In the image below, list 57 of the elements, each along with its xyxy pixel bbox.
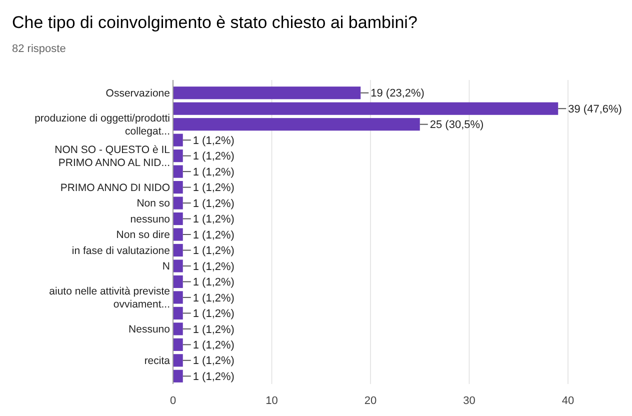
bar: [173, 180, 183, 194]
bar: [173, 244, 183, 257]
bar: [173, 150, 183, 162]
data-label: 1 (1,2%): [192, 198, 234, 210]
data-label: 25 (30,5%): [430, 119, 484, 132]
bar: [173, 165, 183, 178]
bar: [173, 291, 183, 304]
data-label: 1 (1,2%): [192, 134, 234, 147]
x-tick-label: 20: [364, 395, 377, 407]
data-label: 1 (1,2%): [192, 150, 234, 163]
bar: [173, 118, 420, 131]
data-label: 1 (1,2%): [192, 166, 234, 178]
bar: [173, 134, 183, 146]
data-label: 1 (1,2%): [192, 292, 234, 304]
y-tick-label: in fase di valutazione: [72, 244, 170, 257]
data-label: 1 (1,2%): [192, 340, 234, 352]
x-tick-label: 40: [562, 395, 574, 407]
bar: [173, 275, 183, 288]
x-tick-label: 0: [170, 395, 176, 407]
y-tick-label: Non so: [136, 198, 170, 210]
data-label: 1 (1,2%): [192, 308, 234, 320]
bar: [173, 354, 183, 367]
bar: [173, 86, 361, 100]
data-label: 1 (1,2%): [192, 260, 234, 273]
y-tick-label: nessuno: [130, 213, 170, 226]
data-label: 1 (1,2%): [192, 229, 234, 242]
y-tick-label: aiuto nelle attività previste ovviament...: [49, 286, 170, 311]
bar: [173, 322, 183, 336]
y-tick-label: Osservazione: [106, 88, 170, 100]
data-label: 19 (23,2%): [370, 88, 424, 100]
bar: [173, 212, 183, 226]
data-label: 1 (1,2%): [192, 355, 234, 368]
y-tick-label: N: [162, 260, 170, 273]
chart-title: Che tipo di coinvolgimento è stato chiesto ai bambini?: [12, 13, 418, 32]
data-label: 1 (1,2%): [192, 245, 234, 258]
data-label: 39 (47,6%): [568, 103, 622, 116]
x-tick-label: 10: [266, 395, 278, 407]
text: 82 risposte: [12, 43, 66, 55]
y-tick-label: Nessuno: [128, 324, 170, 336]
bar: [173, 338, 183, 351]
data-label: 1 (1,2%): [192, 276, 234, 289]
bar: [173, 196, 183, 210]
bar: [173, 306, 183, 320]
data-label: 1 (1,2%): [192, 214, 234, 226]
bar: [173, 370, 183, 382]
bar: [173, 228, 183, 241]
y-tick-label: NON SO - QUESTO è IL PRIMO ANNO AL NID...: [54, 144, 170, 169]
x-tick-label: 30: [463, 395, 476, 407]
y-tick-label: PRIMO ANNO DI NIDO: [60, 182, 170, 194]
data-label: 1 (1,2%): [192, 182, 234, 194]
data-label: 1 (1,2%): [192, 370, 234, 383]
data-label: 1 (1,2%): [192, 324, 234, 336]
bar: [173, 260, 183, 272]
y-tick-label: recita: [144, 355, 170, 368]
bar: [173, 102, 558, 115]
y-tick-label: Non so dire: [116, 229, 170, 242]
y-tick-label: produzione di oggetti/prodotti collegat...: [34, 112, 170, 138]
